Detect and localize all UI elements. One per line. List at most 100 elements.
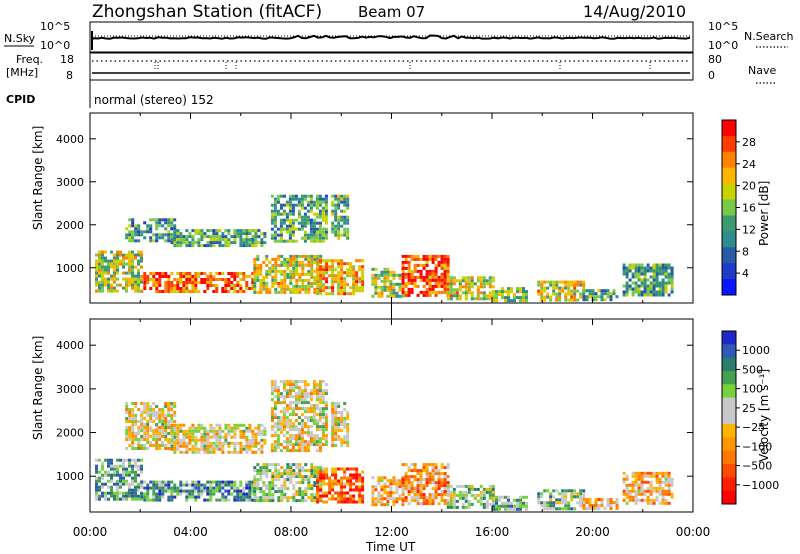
heatmap-cell-vel-2 [292,493,296,497]
heatmap-cell-power-14 [625,290,629,294]
heatmap-cell-vel-3 [173,444,177,447]
heatmap-cell-vel-10 [461,493,465,497]
heatmap-cell-vel-0 [125,482,128,486]
heatmap-cell-power-7 [334,274,338,278]
heatmap-cell-power-5 [300,227,304,231]
heatmap-cell-power-2 [268,266,272,270]
heatmap-cell-vel-0 [104,482,107,486]
heatmap-cell-vel-9 [413,478,417,482]
heatmap-cell-power-5 [273,215,277,219]
heatmap-cell-vel-3 [134,423,138,426]
heatmap-cell-vel-4 [221,447,225,451]
heatmap-cell-vel-6 [340,411,344,414]
heatmap-cell-vel-3 [131,447,135,450]
heatmap-cell-power-9 [428,275,432,279]
heatmap-cell-power-2 [262,284,266,288]
heatmap-cell-vel-3 [146,402,150,405]
heatmap-cell-vel-3 [143,432,147,435]
heatmap-cell-vel-4 [212,429,216,433]
heatmap-cell-power-0 [101,259,104,263]
heatmap-cell-vel-14 [652,501,656,505]
heatmap-cell-power-4 [209,244,213,248]
heatmap-cell-power-2 [268,287,272,291]
heatmap-cell-vel-1 [194,489,198,493]
heatmap-cell-vel-13 [612,501,616,504]
heatmap-cell-power-0 [122,277,125,281]
heatmap-cell-power-7 [358,286,362,290]
heatmap-cell-vel-3 [155,435,159,438]
heatmap-cell-vel-7 [361,470,365,474]
heatmap-cell-vel-2 [304,487,308,491]
heatmap-cell-vel-5 [294,395,298,399]
heatmap-cell-power-3 [137,224,141,228]
heatmap-cell-power-4 [185,244,189,248]
heatmap-cell-vel-0 [110,485,113,489]
heatmap-cell-vel-9 [443,466,447,470]
heatmap-cell-vel-3 [158,429,162,432]
heatmap-cell-power-14 [652,266,656,270]
colorbar-tick-label: −100 [742,440,772,453]
heatmap-cell-vel-7 [328,491,332,495]
heatmap-cell-vel-2 [304,469,308,473]
heatmap-cell-power-5 [312,239,316,243]
heatmap-cell-power-4 [257,241,261,245]
heatmap-cell-power-13 [600,298,604,302]
heatmap-cell-power-1 [197,272,201,275]
heatmap-cell-vel-3 [161,435,165,438]
heatmap-cell-vel-1 [185,495,189,499]
heatmap-cell-power-7 [358,289,362,293]
heatmap-cell-vel-4 [251,441,255,445]
heatmap-cell-power-2 [262,275,266,279]
heatmap-cell-power-14 [658,272,662,276]
heatmap-cell-power-6 [334,209,338,213]
heatmap-cell-power-0 [140,265,143,269]
heatmap-cell-vel-5 [297,443,301,447]
heatmap-cell-power-9 [422,275,426,279]
heatmap-cell-power-5 [306,203,310,207]
heatmap-cell-vel-2 [274,469,278,473]
heatmap-cell-power-14 [664,284,668,288]
heatmap-cell-power-3 [134,239,138,243]
heatmap-cell-vel-5 [285,404,289,408]
heatmap-cell-vel-5 [324,392,328,396]
heatmap-cell-vel-2 [319,466,323,470]
heatmap-cell-vel-3 [164,432,168,435]
heatmap-cell-vel-9 [410,496,414,500]
heatmap-cell-vel-5 [270,446,274,450]
heatmap-cell-power-3 [170,233,174,237]
heatmap-cell-power-14 [664,263,668,267]
heatmap-cell-vel-3 [167,441,171,444]
heatmap-cell-power-2 [295,269,299,273]
heatmap-cell-vel-9 [419,469,423,473]
heatmap-cell-power-7 [340,265,344,269]
colorbar-tick-label: 500 [742,363,763,376]
heatmap-cell-vel-3 [131,438,135,441]
heatmap-cell-power-2 [310,254,314,258]
heatmap-cell-power-7 [334,268,338,272]
heatmap-cell-vel-0 [98,458,101,462]
heatmap-cell-vel-5 [315,422,319,426]
heatmap-cell-vel-14 [664,480,668,484]
heatmap-cell-power-8 [398,276,402,280]
colorbar-swatch [722,357,736,372]
heatmap-cell-vel-5 [294,380,298,384]
heatmap-cell-vel-5 [279,401,283,405]
heatmap-cell-power-5 [324,218,328,222]
heatmap-cell-power-14 [670,266,674,270]
heatmap-cell-vel-3 [146,429,150,432]
heatmap-cell-vel-4 [191,447,195,451]
heatmap-cell-vel-3 [131,432,135,435]
heatmap-cell-vel-1 [146,486,150,490]
heatmap-cell-power-10 [473,282,477,286]
heatmap-cell-power-14 [661,284,665,288]
heatmap-cell-vel-13 [594,498,598,501]
heatmap-cell-power-5 [318,233,322,237]
heatmap-cell-vel-2 [268,493,272,497]
heatmap-cell-vel-8 [371,500,375,504]
heatmap-cell-vel-14 [649,474,653,478]
heatmap-cell-power-6 [337,206,341,210]
heatmap-cell-vel-8 [371,494,375,498]
heatmap-cell-vel-0 [125,479,128,483]
heatmap-cell-vel-4 [185,447,189,451]
ytick-label: 4000 [56,339,84,352]
